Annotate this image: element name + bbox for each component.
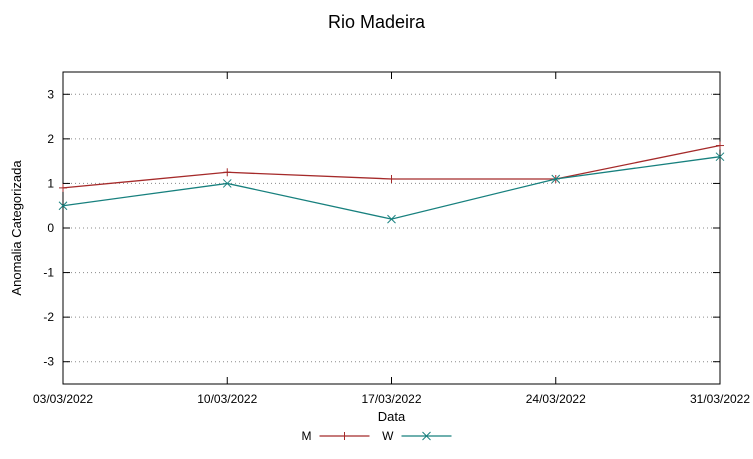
chart-title: Rio Madeira [327, 12, 426, 32]
y-tick-label: 3 [47, 87, 54, 101]
plot-border [62, 71, 721, 385]
y-tick-label: -1 [43, 266, 54, 280]
x-tick-label: 17/03/2022 [361, 392, 421, 406]
x-tick-label: 10/03/2022 [197, 392, 257, 406]
y-tick-label: -3 [43, 355, 54, 369]
y-tick-label: 1 [47, 176, 54, 190]
x-axis-label: Data [378, 409, 406, 424]
x-tick-label: 24/03/2022 [526, 392, 586, 406]
x-tick-label: 03/03/2022 [33, 392, 93, 406]
cross-marker [715, 152, 725, 162]
cross-marker [422, 431, 431, 441]
legend-label-M: M [302, 429, 312, 443]
cross-marker [387, 214, 396, 224]
x-tick-label: 31/03/2022 [690, 392, 750, 406]
y-tick-label: 0 [47, 221, 54, 235]
y-tick-label: 2 [47, 132, 54, 146]
y-axis-label: Anomalia Categorizada [9, 160, 24, 296]
cross-marker [58, 201, 68, 211]
cross-marker [222, 179, 232, 188]
cross-marker [551, 174, 561, 184]
y-tick-label: -2 [43, 310, 54, 324]
legend-label-W: W [382, 429, 394, 443]
